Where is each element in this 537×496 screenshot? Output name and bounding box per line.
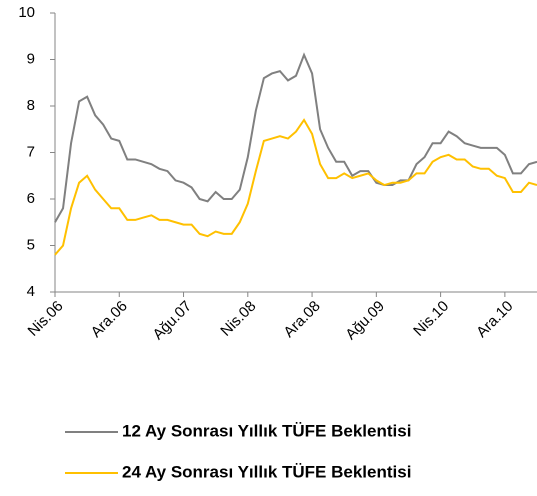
y-tick-label: 8 bbox=[27, 97, 35, 114]
x-tick-label: Ara.06 bbox=[88, 298, 131, 341]
y-tick-label: 4 bbox=[27, 283, 35, 300]
y-tick-label: 9 bbox=[27, 50, 35, 67]
y-tick-label: 7 bbox=[27, 143, 35, 160]
y-tick-label: 6 bbox=[27, 190, 35, 207]
series-line bbox=[54, 52, 537, 223]
legend-label: 24 Ay Sonrası Yıllık TÜFE Beklentisi bbox=[122, 462, 411, 481]
x-tick-label: Ara.10 bbox=[473, 298, 516, 341]
legend-label: 12 Ay Sonrası Yıllık TÜFE Beklentisi bbox=[122, 421, 411, 440]
y-tick-label: 5 bbox=[27, 236, 35, 253]
x-tick-label: Ara.08 bbox=[280, 298, 323, 341]
x-tick-label: Ağu.07 bbox=[150, 298, 196, 344]
x-tick-label: Nis.10 bbox=[410, 298, 452, 340]
x-tick-label: Nis.08 bbox=[217, 298, 259, 340]
x-tick-label: Nis.06 bbox=[25, 298, 67, 340]
series-line bbox=[54, 118, 537, 256]
x-tick-label: Ağu.09 bbox=[342, 298, 388, 344]
y-tick-label: 10 bbox=[18, 4, 35, 21]
